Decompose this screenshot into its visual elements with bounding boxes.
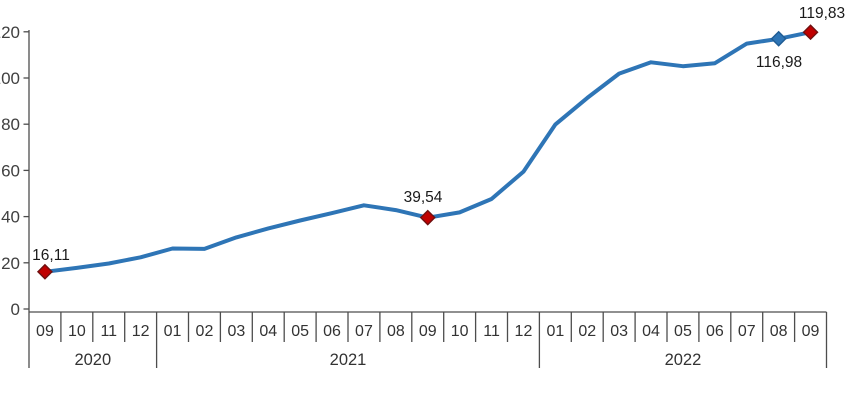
year-label: 2021 — [330, 351, 367, 369]
month-label: 05 — [674, 323, 692, 340]
red-diamond-marker — [802, 24, 819, 41]
y-axis-tick-label: 100 — [0, 69, 20, 88]
data-point-label: 116,98 — [756, 54, 802, 71]
month-label: 05 — [291, 323, 309, 340]
y-axis-tick-label: 40 — [1, 208, 20, 227]
data-point-label: 119,83 — [799, 5, 845, 22]
year-label: 2022 — [665, 351, 702, 369]
red-diamond-marker — [419, 209, 436, 226]
month-label: 03 — [227, 323, 245, 340]
y-axis-tick-label: 80 — [1, 115, 20, 134]
year-label: 2020 — [74, 351, 111, 369]
month-label: 06 — [706, 323, 724, 340]
month-label: 09 — [419, 323, 437, 340]
month-label: 07 — [355, 323, 373, 340]
month-label: 03 — [610, 323, 628, 340]
month-label: 06 — [323, 323, 341, 340]
month-label: 08 — [770, 323, 788, 340]
month-label: 09 — [36, 323, 54, 340]
month-label: 10 — [451, 323, 469, 340]
y-axis-tick-label: 120 — [0, 23, 20, 42]
month-label: 01 — [164, 323, 182, 340]
data-point-label: 16,11 — [32, 247, 70, 264]
month-label: 02 — [196, 323, 214, 340]
month-label: 07 — [738, 323, 756, 340]
month-label: 10 — [68, 323, 86, 340]
y-axis-tick-label: 0 — [11, 300, 20, 319]
month-label: 01 — [546, 323, 564, 340]
y-axis-tick-label: 60 — [1, 161, 20, 180]
month-label: 04 — [259, 323, 277, 340]
month-label: 04 — [642, 323, 660, 340]
data-point-label: 39,54 — [404, 189, 443, 206]
month-label: 02 — [578, 323, 596, 340]
month-label: 12 — [132, 323, 150, 340]
month-label: 12 — [515, 323, 533, 340]
y-axis-tick-label: 20 — [1, 254, 20, 273]
month-label: 11 — [483, 323, 500, 340]
data-series-line — [43, 30, 813, 274]
red-diamond-marker — [36, 263, 53, 280]
month-label: 11 — [100, 323, 117, 340]
month-label: 08 — [387, 323, 405, 340]
month-label: 09 — [802, 323, 820, 340]
blue-diamond-marker — [770, 30, 787, 47]
